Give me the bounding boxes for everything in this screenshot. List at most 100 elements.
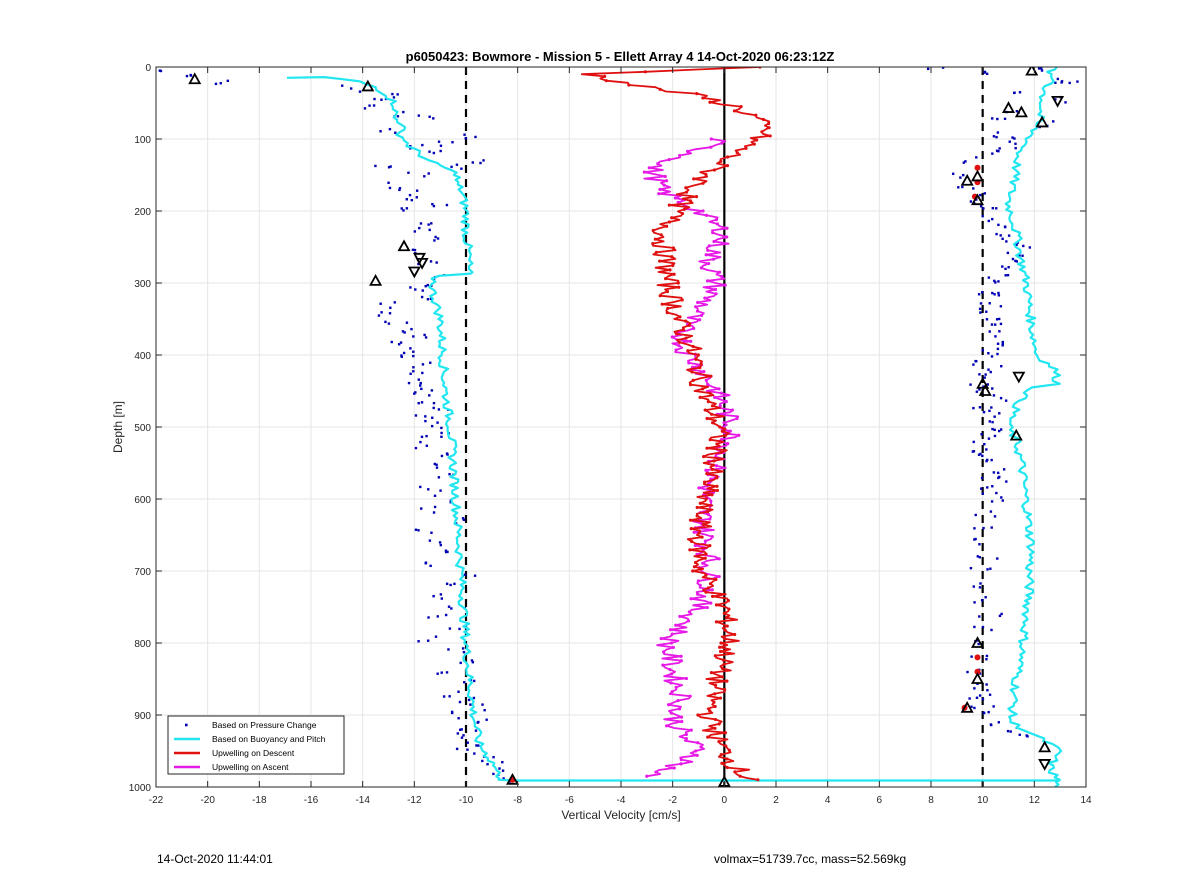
x-tick-label: -2 [668, 795, 677, 806]
pressure-point [1001, 340, 1004, 344]
upwelling-ascent-point [711, 257, 716, 261]
pressure-point [991, 152, 994, 155]
pressure-point [405, 198, 408, 201]
upwelling-descent-point [755, 138, 759, 142]
pressure-point [969, 566, 973, 570]
pressure-point [483, 708, 486, 712]
pressure-point [430, 222, 433, 225]
pressure-point [390, 340, 393, 344]
upwelling-ascent-point [725, 226, 729, 230]
pressure-point [432, 117, 435, 120]
pressure-point [432, 204, 436, 208]
upwelling-ascent-point [672, 766, 676, 770]
upwelling-descent-point [719, 450, 723, 455]
upwelling-ascent-point [709, 145, 713, 149]
pressure-point [374, 164, 377, 168]
upwelling-descent-point [725, 164, 730, 168]
triangle-marker [415, 257, 429, 270]
upwelling-ascent-point [717, 270, 722, 274]
pressure-point [463, 573, 467, 576]
pressure-point [984, 373, 987, 376]
upwelling-descent-point [723, 731, 728, 735]
pressure-point [414, 414, 418, 417]
chart-title: p6050423: Bowmore - Mission 5 - Ellett A… [406, 49, 835, 64]
timestamp: 14-Oct-2020 11:44:01 [157, 852, 273, 866]
upwelling-descent-point [715, 488, 719, 493]
upwelling-ascent-point [665, 724, 669, 728]
upwelling-ascent-point [694, 749, 698, 753]
pressure-point [358, 90, 362, 93]
upwelling-descent-point [761, 117, 766, 122]
pressure-point [973, 601, 976, 604]
pressure-point [486, 762, 489, 766]
upwelling-descent-point [658, 259, 662, 263]
pressure-point [462, 650, 466, 654]
x-tick-label: -4 [617, 795, 626, 806]
upwelling-ascent-point [689, 728, 693, 732]
pressure-point [991, 217, 994, 221]
pressure-point [435, 261, 438, 264]
pressure-point [391, 92, 394, 96]
pressure-point [433, 462, 436, 466]
upwelling-descent-point [768, 134, 772, 138]
upwelling-ascent-point [717, 387, 721, 391]
upwelling-descent-point [710, 404, 715, 408]
upwelling-descent-point [725, 757, 729, 761]
pressure-point [389, 165, 392, 168]
upwelling-descent-point [704, 552, 708, 556]
upwelling-descent-point [724, 744, 728, 748]
pressure-point [997, 223, 1000, 227]
upwelling-descent-point [717, 739, 721, 744]
pressure-point [973, 527, 976, 530]
pressure-point [423, 333, 426, 337]
upwelling-ascent-point [679, 758, 683, 762]
pressure-point [457, 717, 460, 720]
pressure-point [986, 458, 989, 462]
pressure-point [986, 486, 989, 489]
upwelling-descent-point [711, 463, 715, 467]
pressure-point [976, 555, 979, 558]
pressure-point [420, 435, 424, 439]
upwelling-descent-point [708, 582, 713, 586]
upwelling-ascent-point [684, 676, 689, 681]
upwelling-descent-point [754, 113, 758, 117]
upwelling-descent-point [705, 416, 709, 421]
pressure-point [972, 440, 975, 444]
upwelling-descent-point [733, 632, 737, 637]
upwelling-ascent-point [658, 187, 662, 191]
pressure-point [979, 582, 982, 585]
upwelling-ascent-point [706, 512, 711, 517]
pressure-point [1040, 69, 1044, 72]
pressure-point [414, 288, 417, 291]
pressure-point [409, 286, 412, 289]
legend-label: Based on Buoyancy and Pitch [212, 734, 326, 744]
upwelling-descent-point [694, 357, 698, 361]
pressure-point [437, 140, 441, 143]
triangle-marker [1051, 95, 1065, 108]
pressure-point [403, 331, 406, 334]
pressure-point [444, 549, 448, 552]
upwelling-ascent-point [717, 574, 721, 579]
pressure-point [1007, 234, 1011, 237]
pressure-point [1006, 251, 1010, 255]
x-tick-label: -8 [513, 795, 522, 806]
pressure-point [1001, 344, 1004, 347]
upwelling-descent-point [718, 645, 722, 649]
upwelling-descent-point [714, 603, 719, 607]
upwelling-descent-point [698, 501, 702, 505]
pressure-point [373, 97, 376, 101]
pressure-point [990, 526, 993, 529]
pressure-point [429, 297, 433, 301]
upwelling-descent-point [693, 560, 698, 565]
legend: Based on Pressure Change Based on Buoyanc… [167, 715, 345, 775]
pressure-point [430, 531, 433, 534]
pressure-point [1001, 265, 1004, 268]
pressure-point [1018, 254, 1021, 257]
pressure-point [980, 476, 984, 480]
pressure-point [1003, 117, 1007, 121]
upwelling-descent-point [705, 471, 709, 476]
upwelling-ascent-point [684, 737, 688, 741]
pressure-point [975, 696, 979, 700]
upwelling-ascent-point [689, 339, 693, 343]
upwelling-descent-point [718, 425, 722, 429]
